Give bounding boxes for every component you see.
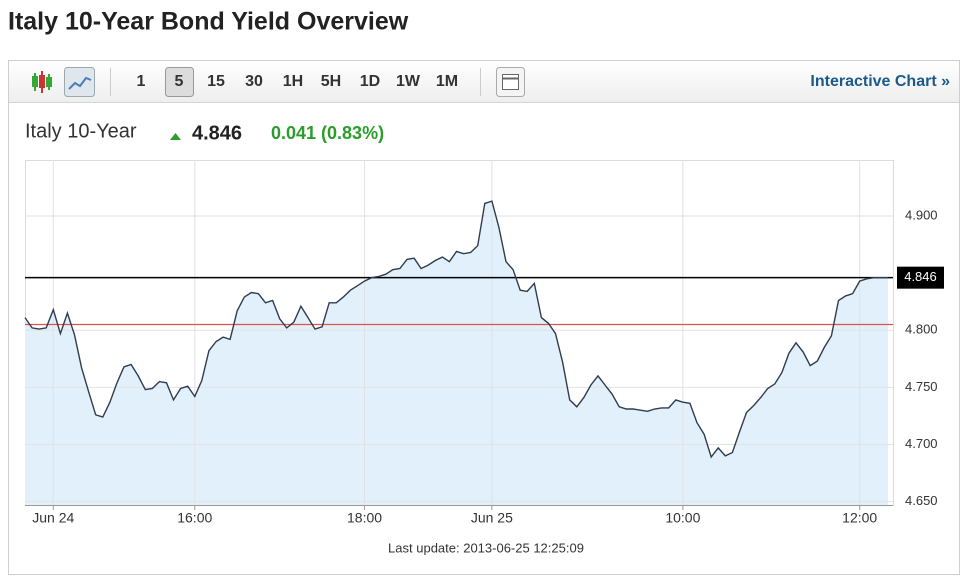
interval-button[interactable]: 1H <box>283 73 303 90</box>
y-tick-label: 4.900 <box>905 207 938 222</box>
x-tick-label: 12:00 <box>842 510 877 526</box>
last-price-tag <box>897 266 944 289</box>
x-tick-label: 18:00 <box>347 510 382 526</box>
line-icon[interactable] <box>64 67 95 97</box>
last-update: Last update: 2013-06-25 12:25:09 <box>388 540 584 555</box>
y-tick-label: 4.700 <box>905 436 938 451</box>
active-interval-box <box>165 67 194 97</box>
interactive-chart-link[interactable]: Interactive Chart » <box>810 73 950 90</box>
table-icon-glyph <box>502 74 519 90</box>
up-arrow <box>170 133 181 140</box>
interval-button[interactable]: 30 <box>245 73 263 90</box>
interval-button[interactable]: 5 <box>175 73 184 90</box>
x-tick-label: Jun 25 <box>471 510 513 526</box>
line-icon-glyph <box>68 76 92 90</box>
y-tick-label: 4.650 <box>905 493 938 508</box>
x-tick-label: 16:00 <box>177 510 212 526</box>
x-tick-label: 10:00 <box>665 510 700 526</box>
x-tick-label: Jun 24 <box>32 510 74 526</box>
quote-price: 4.846 <box>192 122 242 144</box>
panel <box>8 60 960 575</box>
y-tick-label: 4.800 <box>905 322 938 337</box>
quote-name: Italy 10-Year <box>25 120 137 142</box>
interval-button[interactable]: 5H <box>321 73 341 90</box>
candle-icon[interactable] <box>32 71 52 93</box>
chart: Investing.com4.6504.7004.7504.8004.900Ju… <box>24 160 944 526</box>
interval-button[interactable]: 15 <box>207 73 225 90</box>
interval-button[interactable]: 1 <box>137 73 146 90</box>
area-fill <box>25 201 888 505</box>
interval-button[interactable]: 1M <box>436 73 458 90</box>
interval-button[interactable]: 1W <box>396 73 421 90</box>
quote-change: 0.041 (0.83%) <box>271 123 384 143</box>
page-title: Italy 10-Year Bond Yield Overview <box>8 8 409 36</box>
price-line <box>24 200 888 459</box>
y-tick-label: 4.750 <box>905 379 938 394</box>
last-price-tag-label: 4.846 <box>904 269 937 284</box>
interval-button[interactable]: 1D <box>360 73 380 90</box>
